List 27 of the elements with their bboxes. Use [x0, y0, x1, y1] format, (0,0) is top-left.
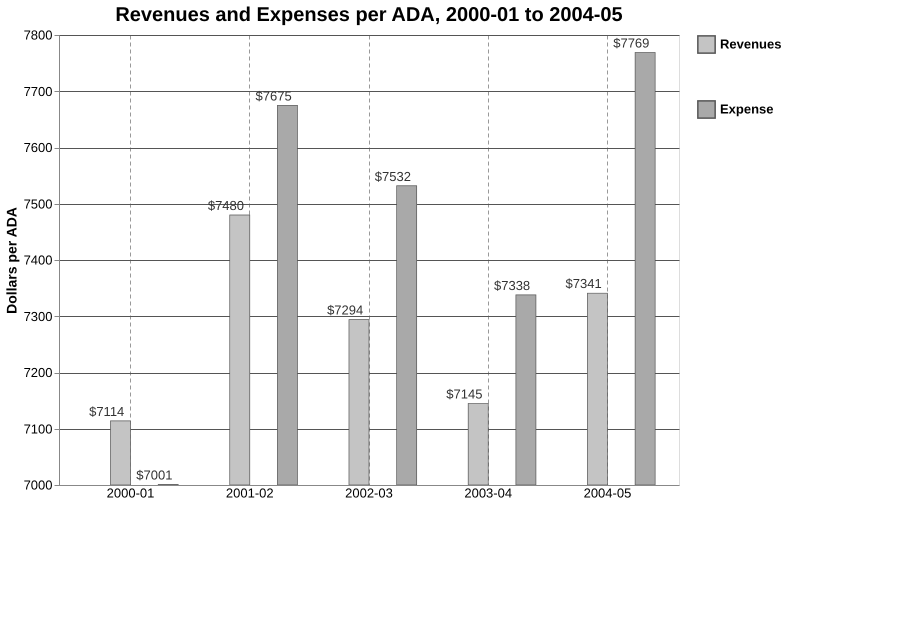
legend-label: Expense — [720, 102, 774, 116]
data-label: $7341 — [566, 276, 602, 292]
y-tick-label: 7300 — [24, 308, 52, 324]
y-axis-title: Dollars per ADA — [4, 207, 20, 314]
data-label: $7114 — [89, 404, 124, 419]
x-tick-label: 2001-02 — [226, 486, 274, 500]
y-tick-label: 7700 — [24, 84, 52, 99]
y-tick-label: 7400 — [24, 252, 52, 268]
data-label: $7769 — [613, 35, 650, 50]
data-label: $7675 — [256, 88, 292, 104]
x-tick-label: 2003-04 — [464, 486, 512, 500]
y-tick-label: 7800 — [24, 28, 52, 42]
x-tick-label: 2002-03 — [345, 486, 393, 500]
data-label: $7338 — [494, 278, 530, 293]
data-label: $7001 — [136, 467, 172, 482]
data-label: $7294 — [327, 302, 364, 318]
legend-label: Revenues — [720, 36, 782, 52]
y-tick-label: 7000 — [24, 478, 52, 492]
chart-title: Revenues and Expenses per ADA, 2000-01 to 2004-05 — [115, 4, 623, 26]
y-tick-label: 7100 — [24, 421, 52, 436]
data-label: $7532 — [374, 168, 411, 184]
y-tick-label: 7200 — [24, 365, 52, 380]
data-label: $7145 — [446, 386, 482, 402]
y-tick-label: 7500 — [24, 196, 52, 212]
x-tick-label: 2004-05 — [584, 486, 632, 500]
x-tick-label: 2000-01 — [106, 486, 154, 500]
y-tick-label: 7600 — [24, 140, 52, 155]
